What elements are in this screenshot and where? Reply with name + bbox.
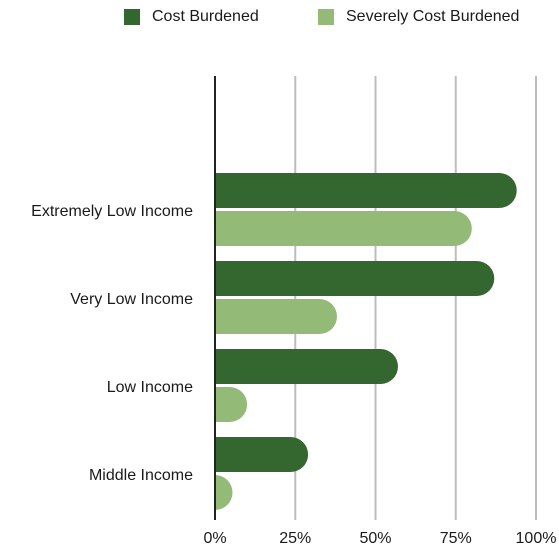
category-label-3: Middle Income bbox=[89, 467, 193, 484]
x-tick-label-2: 50% bbox=[359, 530, 391, 547]
bar-3-series-1 bbox=[215, 475, 233, 510]
legend-swatch-cost-burdened bbox=[124, 9, 140, 25]
category-label-1: Very Low Income bbox=[70, 291, 193, 308]
legend-item-severely-cost-burdened: Severely Cost Burdened bbox=[318, 8, 519, 26]
legend-swatch-severely-cost-burdened bbox=[318, 9, 334, 25]
bar-0-series-0 bbox=[215, 173, 517, 208]
legend: Cost Burdened Severely Cost Burdened bbox=[0, 8, 559, 32]
x-tick-label-0: 0% bbox=[203, 530, 226, 547]
legend-item-cost-burdened: Cost Burdened bbox=[124, 8, 259, 26]
bar-0-series-1 bbox=[215, 211, 472, 246]
x-tick-label-3: 75% bbox=[440, 530, 472, 547]
x-tick-label-1: 25% bbox=[279, 530, 311, 547]
x-tick-label-4: 100% bbox=[516, 530, 557, 547]
bar-1-series-0 bbox=[215, 261, 495, 296]
legend-label-severely-cost-burdened: Severely Cost Burdened bbox=[346, 8, 520, 25]
bar-2-series-1 bbox=[215, 387, 248, 422]
bar-2-series-0 bbox=[215, 349, 398, 384]
category-label-2: Low Income bbox=[107, 379, 193, 396]
bar-1-series-1 bbox=[215, 299, 337, 334]
bar-3-series-0 bbox=[215, 437, 309, 472]
category-label-0: Extremely Low Income bbox=[31, 203, 193, 220]
legend-label-cost-burdened: Cost Burdened bbox=[152, 8, 259, 25]
